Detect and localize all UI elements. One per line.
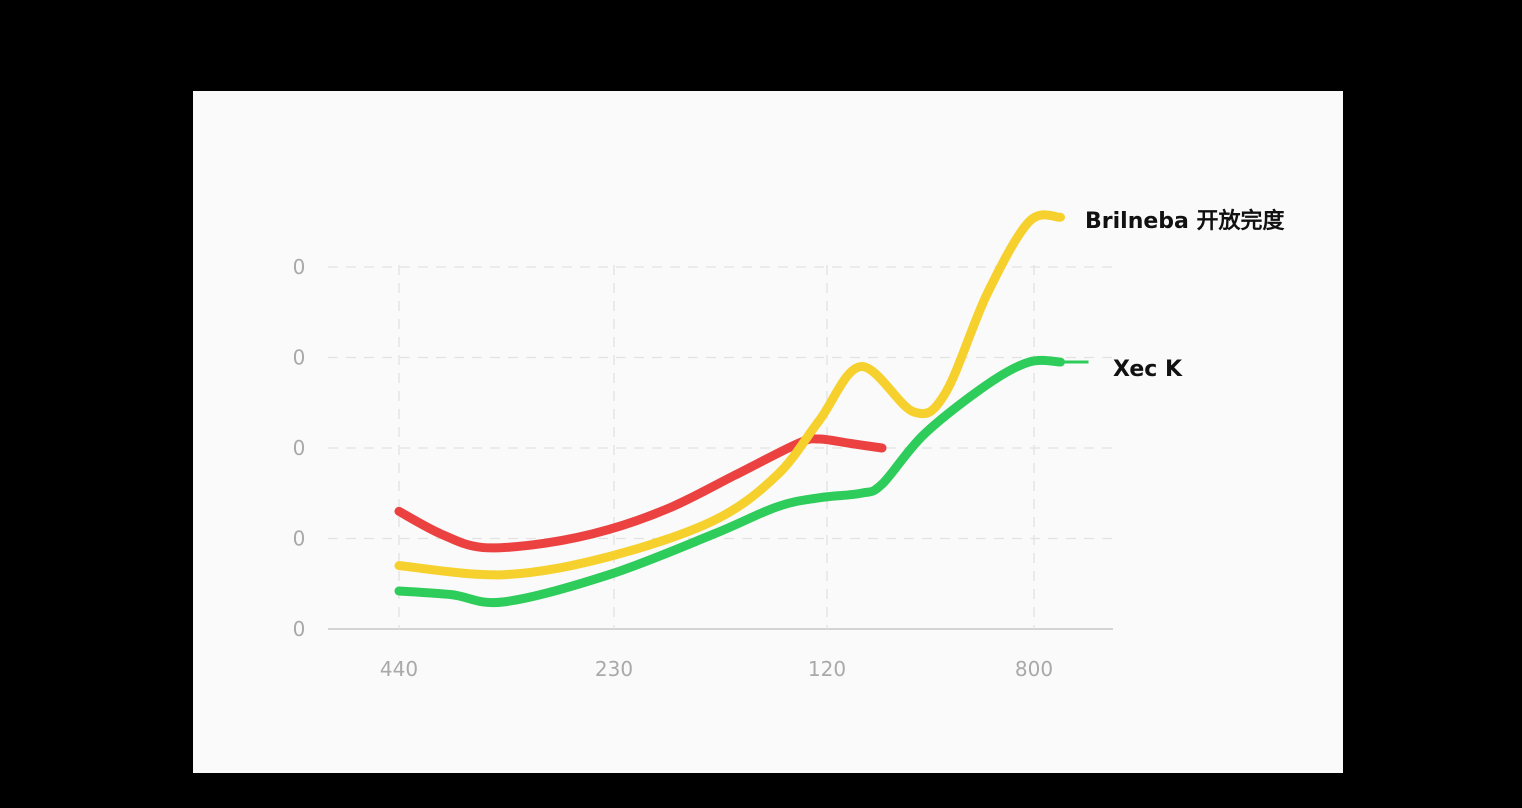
- y-tick-label: 0: [293, 436, 306, 460]
- series-labels: Brilneba 开放完度 Xec K: [1060, 208, 1286, 382]
- series-lines: [394, 210, 1065, 608]
- y-tick-label: 0: [293, 527, 306, 551]
- series-label-green: Xec K: [1113, 357, 1183, 382]
- series-line-yellow: [394, 210, 1065, 580]
- series-line-red: [394, 434, 887, 553]
- x-tick-label: 120: [808, 657, 846, 681]
- series-label-yellow: Brilneba 开放完度: [1085, 208, 1286, 234]
- y-tick-label: 0: [293, 346, 306, 370]
- line-chart: 0 0 0 0 0 440 230 120 800 Brilneba 开放完度 Xec K: [293, 208, 1286, 681]
- chart-panel: 0 0 0 0 0 440 230 120 800 Brilneba 开放完度 Xec K: [193, 91, 1343, 773]
- x-tick-label: 230: [595, 657, 633, 681]
- y-tick-label: 0: [293, 617, 306, 641]
- x-tick-label: 440: [380, 657, 418, 681]
- y-tick-label: 0: [293, 255, 306, 279]
- series-line-green: [394, 355, 1065, 608]
- x-axis-ticks: 440 230 120 800: [380, 657, 1053, 681]
- y-axis-ticks: 0 0 0 0 0: [293, 255, 306, 641]
- x-tick-label: 800: [1015, 657, 1053, 681]
